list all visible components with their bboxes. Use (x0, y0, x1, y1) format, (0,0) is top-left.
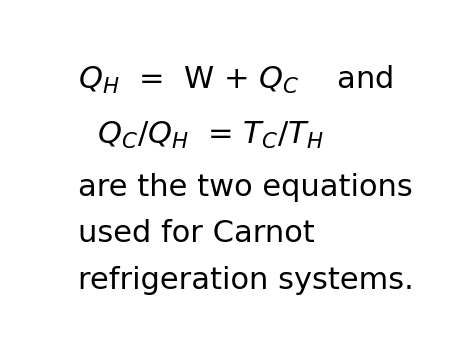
Text: $Q_H$  =  W + $Q_C$    and: $Q_H$ = W + $Q_C$ and (78, 64, 393, 96)
Text: refrigeration systems.: refrigeration systems. (78, 266, 413, 295)
Text: used for Carnot: used for Carnot (78, 219, 314, 248)
Text: $Q_C$/$Q_H$  = $T_C$/$T_H$: $Q_C$/$Q_H$ = $T_C$/$T_H$ (78, 120, 323, 151)
Text: are the two equations: are the two equations (78, 173, 412, 202)
